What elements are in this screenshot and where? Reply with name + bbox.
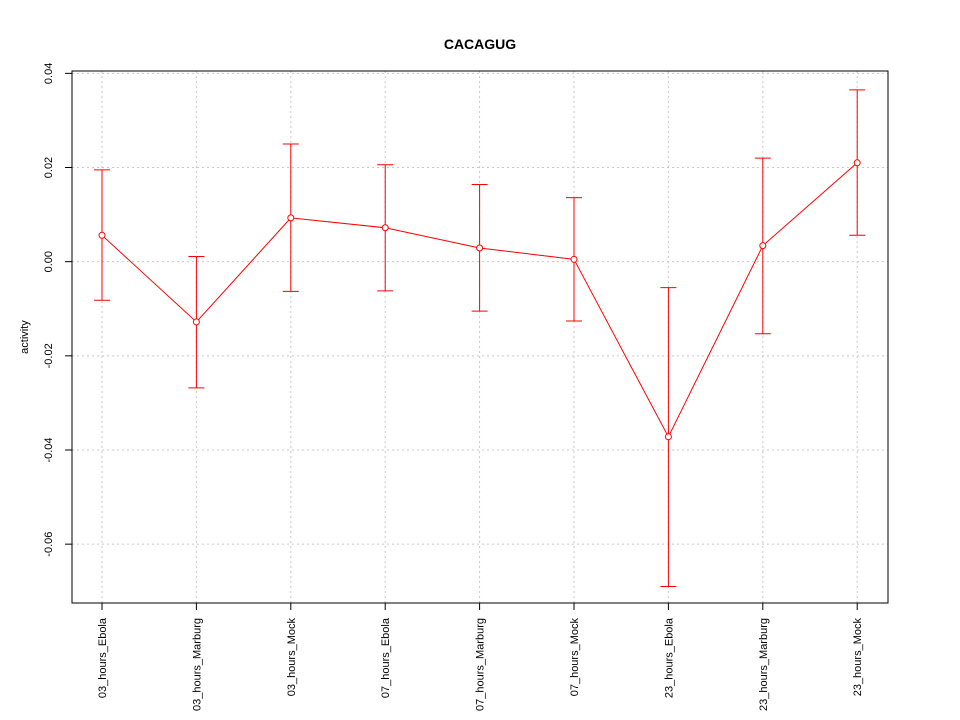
- x-tick-label: 03_hours_Ebola: [97, 617, 109, 698]
- x-tick-label: 07_hours_Marburg: [475, 618, 487, 711]
- y-tick-label: -0.06: [43, 532, 55, 557]
- data-point: [192, 318, 200, 326]
- data-points-layer: [98, 159, 861, 441]
- data-point: [664, 433, 672, 441]
- y-axis-label: activity: [19, 320, 31, 354]
- x-tick-label: 07_hours_Ebola: [380, 617, 392, 698]
- y-tick-label: 0.00: [43, 251, 55, 272]
- x-tick-label: 23_hours_Marburg: [758, 618, 770, 711]
- data-point: [287, 214, 295, 222]
- chart-title: CACAGUG: [444, 36, 516, 52]
- y-tick-label: -0.02: [43, 343, 55, 368]
- y-axis: -0.06 -0.04 -0.02 0.00 0.02 0.04: [43, 63, 73, 557]
- y-tick-label: 0.04: [43, 63, 55, 84]
- x-tick-label: 03_hours_Mock: [286, 618, 298, 697]
- y-tick-label: 0.02: [43, 157, 55, 178]
- grid-layer: [72, 71, 888, 603]
- data-point: [98, 231, 106, 239]
- x-axis: 03_hours_Ebola 03_hours_Marburg 03_hours_M…: [97, 602, 864, 711]
- data-point: [759, 242, 767, 250]
- data-point: [570, 255, 578, 263]
- data-point: [381, 224, 389, 232]
- x-tick-label: 23_hours_Mock: [852, 618, 864, 697]
- y-tick-label: -0.04: [43, 437, 55, 462]
- x-tick-label: 23_hours_Ebola: [663, 617, 675, 698]
- data-point: [476, 244, 484, 252]
- x-tick-label: 03_hours_Marburg: [191, 618, 203, 711]
- x-tick-label: 07_hours_Mock: [569, 618, 581, 697]
- data-point: [853, 159, 861, 167]
